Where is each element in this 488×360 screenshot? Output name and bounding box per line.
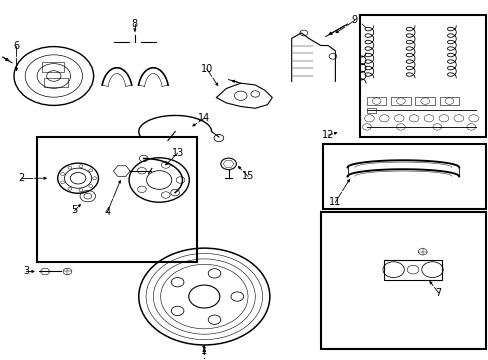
Text: 15: 15 (242, 171, 254, 181)
Bar (37, 137, 197, 262)
Text: 10: 10 (200, 64, 212, 74)
Text: 8: 8 (132, 19, 138, 29)
Text: 12: 12 (321, 130, 334, 140)
Text: 2: 2 (18, 173, 24, 183)
Bar (359, 15, 485, 137)
Text: 5: 5 (71, 206, 78, 216)
Text: 13: 13 (171, 148, 183, 158)
Bar (366, 97, 386, 105)
Text: 6: 6 (13, 41, 20, 50)
Bar (320, 212, 485, 348)
Text: 3: 3 (23, 266, 29, 276)
Bar (41, 62, 63, 72)
Text: 4: 4 (104, 207, 110, 217)
Bar (415, 97, 434, 105)
Text: 7: 7 (435, 288, 441, 298)
Bar (44, 78, 68, 87)
Text: 14: 14 (198, 113, 210, 123)
Bar (323, 144, 485, 209)
Bar (390, 97, 410, 105)
Text: 1: 1 (201, 346, 207, 356)
Bar (366, 108, 375, 113)
Bar (439, 97, 458, 105)
Text: 9: 9 (351, 15, 357, 26)
Bar (383, 260, 441, 280)
Text: 11: 11 (328, 197, 341, 207)
